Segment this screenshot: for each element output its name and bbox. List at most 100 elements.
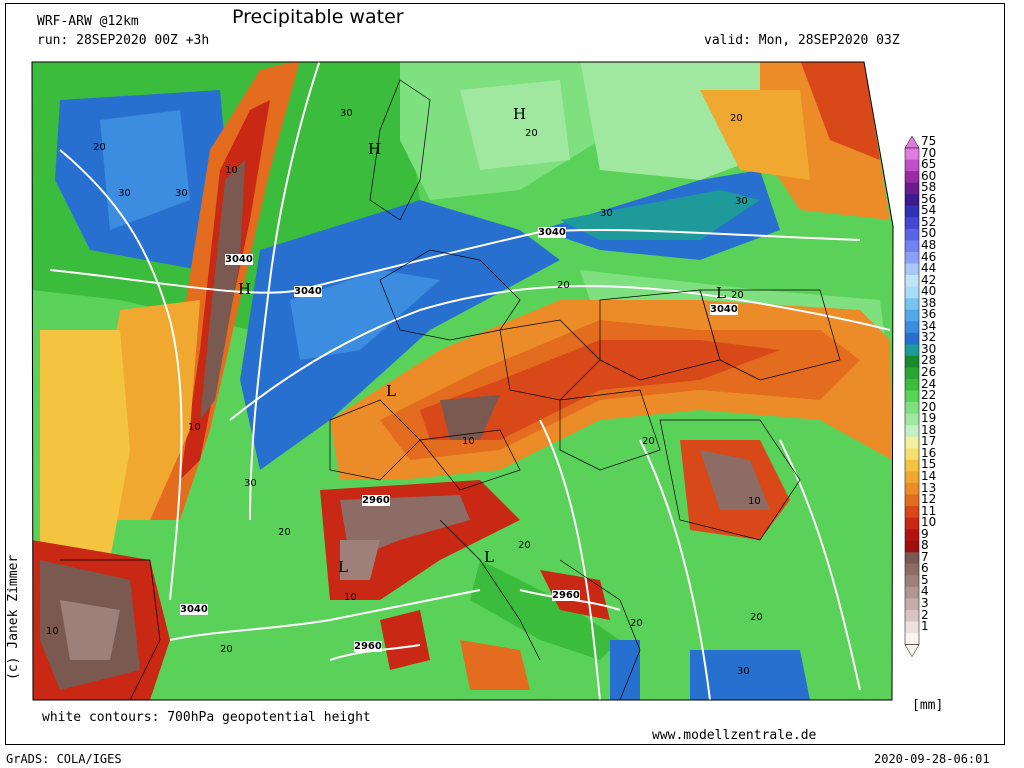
- colorbar-swatch: [905, 321, 919, 334]
- map-fill-field: [32, 62, 893, 700]
- pressure-center-l: L: [716, 284, 726, 302]
- colorbar-tick-label: 16: [921, 445, 937, 460]
- colorbar-swatch: [905, 205, 919, 218]
- run-time: run: 28SEP2020 00Z +3h: [37, 33, 210, 48]
- chart-title: Precipitable water: [232, 6, 404, 28]
- colorbar-swatch: [905, 217, 919, 230]
- colorbar-swatch: [905, 575, 919, 588]
- country-borders: [60, 79, 841, 700]
- colorbar-tick-label: 50: [921, 226, 937, 241]
- contour-label: 2960: [552, 590, 580, 601]
- colorbar-tick-label: 6: [921, 561, 929, 576]
- contour-label: 3040: [294, 286, 322, 297]
- colorbar-tick-label: 12: [921, 492, 937, 507]
- colorbar-swatch: [905, 367, 919, 380]
- pressure-center-l: L: [338, 558, 348, 576]
- colorbar-swatch: [905, 332, 919, 345]
- colorbar-tick-label: 1: [921, 619, 929, 634]
- colorbar-swatch: [905, 194, 919, 207]
- colorbar-swatch: [905, 240, 919, 253]
- value-label: 30: [600, 208, 613, 219]
- model-name: WRF-ARW @12km: [37, 14, 139, 29]
- colorbar-swatch: [905, 494, 919, 507]
- contour-label: 2960: [362, 495, 390, 506]
- colorbar-tick-label: 56: [921, 191, 937, 206]
- colorbar-tick-label: 32: [921, 330, 937, 345]
- website-link[interactable]: www.modellzentrale.de: [652, 728, 817, 743]
- colorbar-swatch: [905, 540, 919, 553]
- contour-label: 3040: [225, 254, 253, 265]
- figure-frame: [5, 3, 1005, 745]
- value-label: 10: [46, 626, 59, 637]
- pressure-center-l: L: [484, 548, 494, 566]
- value-label: 10: [188, 422, 201, 433]
- value-label: 20: [630, 618, 643, 629]
- value-label: 20: [518, 540, 531, 551]
- value-label: 20: [278, 527, 291, 538]
- colorbar-tick-label: 46: [921, 249, 937, 264]
- value-label: 20: [525, 128, 538, 139]
- colorbar-swatch: [905, 621, 919, 634]
- colorbar-swatch: [905, 482, 919, 495]
- value-label: 10: [225, 165, 238, 176]
- colorbar-tick-label: 44: [921, 261, 937, 276]
- colorbar-swatch: [905, 425, 919, 438]
- colorbar-tick-label: 42: [921, 272, 937, 287]
- colorbar-tick-label: 19: [921, 411, 937, 426]
- colorbar-swatch: [905, 182, 919, 195]
- colorbar-tick-label: 24: [921, 376, 937, 391]
- colorbar-tick-label: 7: [921, 549, 929, 564]
- contour-legend-note: white contours: 700hPa geopotential heig…: [42, 710, 371, 725]
- colorbar-tick-label: 8: [921, 538, 929, 553]
- colorbar-swatch: [905, 275, 919, 287]
- colorbar-swatch: [905, 459, 919, 472]
- creation-timestamp: 2020-09-28-06:01: [874, 752, 990, 766]
- colorbar-outline: [904, 147, 920, 645]
- colorbar-swatch: [905, 286, 919, 299]
- contour-label: 3040: [710, 304, 738, 315]
- pressure-center-h: H: [513, 105, 527, 123]
- pressure-center-h: H: [368, 140, 382, 158]
- colorbar-tick-label: 60: [921, 168, 937, 183]
- colorbar-swatch: [905, 263, 919, 276]
- valid-time: valid: Mon, 28SEP2020 03Z: [704, 33, 900, 48]
- contour-label: 3040: [538, 227, 566, 238]
- colorbar-tick-label: 48: [921, 237, 937, 252]
- colorbar-tick-label: 20: [921, 399, 937, 414]
- colorbar-swatch: [905, 309, 919, 322]
- colorbar-tick-label: 58: [921, 180, 937, 195]
- colorbar-tick-label: 28: [921, 353, 937, 368]
- colorbar-unit: [mm]: [912, 698, 944, 713]
- colorbar-tick-label: 5: [921, 572, 929, 587]
- colorbar-tick-label: 34: [921, 318, 937, 333]
- colorbar-tick-label: 18: [921, 422, 937, 437]
- value-label: 30: [737, 666, 750, 677]
- colorbar-bottom-arrow: [904, 644, 920, 658]
- colorbar-tick-label: 30: [921, 341, 937, 356]
- colorbar-tick-label: 11: [921, 503, 937, 518]
- colorbar-swatch: [905, 344, 919, 357]
- value-label: 30: [735, 196, 748, 207]
- colorbar-tick-label: 9: [921, 526, 929, 541]
- colorbar-tick-label: 38: [921, 295, 937, 310]
- value-label: 30: [244, 478, 257, 489]
- value-label: 10: [462, 436, 475, 447]
- colorbar-swatch: [905, 448, 919, 461]
- value-label: 20: [220, 644, 233, 655]
- colorbar-swatch: [905, 552, 919, 565]
- value-label: 10: [748, 496, 761, 507]
- geopotential-contours: [49, 62, 891, 700]
- colorbar-tick-label: 13: [921, 480, 937, 495]
- colorbar-swatch: [905, 355, 919, 368]
- colorbar-swatch: [905, 379, 919, 391]
- value-label: 10: [344, 592, 357, 603]
- colorbar-swatch: [905, 517, 919, 530]
- colorbar-tick-label: 17: [921, 434, 937, 449]
- colorbar-swatch: [905, 529, 919, 541]
- pressure-center-h: H: [238, 280, 252, 298]
- colorbar-tick-label: 15: [921, 457, 937, 472]
- colorbar-swatch: [905, 251, 919, 264]
- value-label: 20: [730, 113, 743, 124]
- colorbar-swatch: [905, 298, 919, 310]
- colorbar-swatch: [905, 436, 919, 449]
